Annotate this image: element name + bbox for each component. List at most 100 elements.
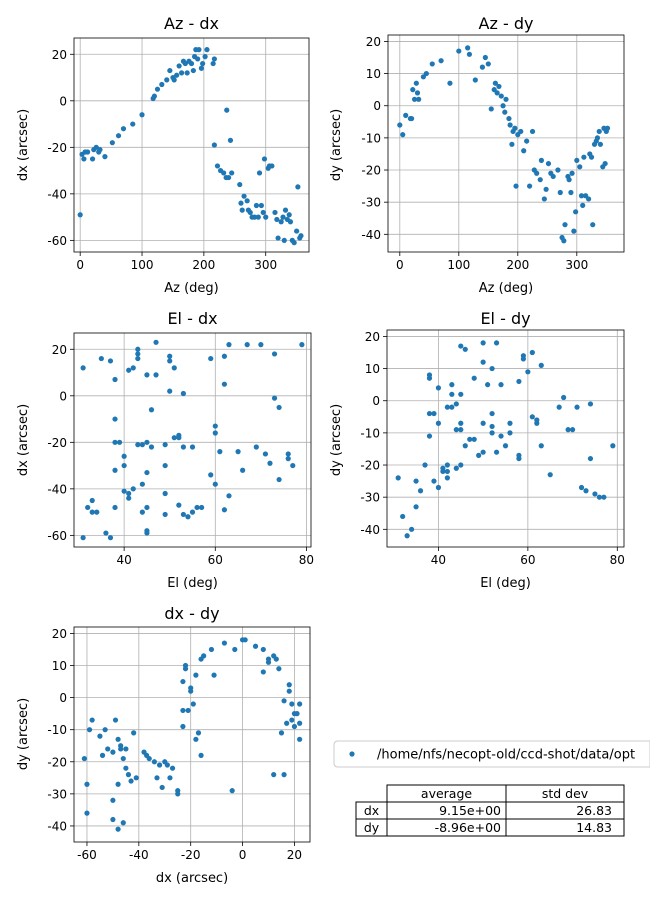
dx-dy-data-point <box>110 749 116 755</box>
stats-row-dy-stddev-cell <box>505 818 625 837</box>
az-dx-data-point <box>211 56 217 62</box>
el-dx-data-point <box>148 407 155 413</box>
el-dy-data-point <box>525 369 531 375</box>
dx-dy-data-point <box>297 720 303 726</box>
az-dx-data-point <box>85 149 91 155</box>
dx-dy-data-point <box>115 736 121 742</box>
az-dy-data-point <box>577 164 583 170</box>
el-dx-data-point <box>162 442 168 448</box>
el-dy-data-point <box>467 436 473 442</box>
az-dy-data-point <box>502 109 508 115</box>
dx-dy-data-point <box>86 727 93 733</box>
dx-dy-data-point <box>185 707 191 714</box>
az-dx-data-point <box>130 121 136 127</box>
el-dy-data-point <box>458 462 464 468</box>
dx-dy-data-point <box>208 646 215 653</box>
az-dx-data-point <box>93 144 99 150</box>
az-dy-data-point <box>538 157 545 163</box>
el-dy-data-point <box>444 468 450 475</box>
az-dx-data-point <box>120 126 127 132</box>
az-dy-ytick-label: -40 <box>361 228 381 242</box>
el-dy-data-point <box>569 427 576 433</box>
dx-dy-data-point <box>128 778 134 784</box>
el-dx-data-point <box>208 355 214 362</box>
el-dy-data-point <box>458 343 464 349</box>
el-dy-data-point <box>592 491 598 497</box>
legend-box <box>333 740 650 768</box>
el-dy-data-point <box>404 533 410 539</box>
el-dy-data-point <box>556 404 562 410</box>
el-dy-ytick-label: -10 <box>360 426 380 440</box>
el-dy-xtick-label: 40 <box>431 553 446 567</box>
el-dx-data-point <box>107 535 114 541</box>
el-dx-data-point <box>153 372 159 378</box>
el-dx-data-point <box>194 504 200 511</box>
az-dx-data-point <box>226 174 232 181</box>
el-dy-data-point <box>462 443 468 449</box>
el-dx-data-point <box>212 481 218 487</box>
el-dx-data-point <box>189 509 196 515</box>
el-dy-data-point <box>480 340 486 346</box>
el-dy-data-point <box>444 475 450 481</box>
az-dx-data-point <box>227 137 234 143</box>
dx-dy-data-point <box>146 755 152 762</box>
az-dx-data-point <box>171 77 177 83</box>
az-dy-data-point <box>527 183 533 189</box>
az-dy-data-point <box>568 189 574 196</box>
el-dx-data-point <box>253 444 259 450</box>
dx-dy-xtick-label: 20 <box>287 848 302 862</box>
az-dx-xlabel: Az (deg) <box>164 281 219 296</box>
el-dx-data-point <box>199 504 205 511</box>
el-dy-data-point <box>453 401 459 407</box>
az-dy-data-point <box>545 160 552 167</box>
el-dy-ytick-label: 10 <box>365 362 380 376</box>
el-dx-data-point <box>176 435 182 441</box>
az-dy-xlabel: Az (deg) <box>479 281 534 296</box>
dx-dy-ytick-label: -40 <box>47 819 67 833</box>
dx-dy-data-point <box>84 781 90 787</box>
az-dx-data-point <box>224 107 230 113</box>
az-dy-ticks: 0 100 200 300 -40 -30 -20 -10 0 10 20 <box>361 35 588 272</box>
az-dx-data-point <box>139 112 145 118</box>
el-dx-data-point <box>171 365 177 371</box>
az-dy-data-point <box>562 222 568 228</box>
el-dx-data-point <box>267 460 273 466</box>
el-dx-data-point <box>208 472 214 478</box>
el-dy-data-point <box>449 382 455 388</box>
el-dx-data-point <box>285 456 291 462</box>
az-dx-data-point <box>167 67 173 74</box>
dx-dy-data-point <box>180 723 186 730</box>
el-dy-plot: 40 60 80 -40 -30 -20 -10 0 10 20 El - dy El (deg)… <box>329 309 625 591</box>
az-dx-data-point <box>159 81 165 88</box>
dx-dy-data-point <box>133 775 139 781</box>
el-dy-data-point <box>435 420 442 426</box>
az-dy-data-point <box>472 77 478 83</box>
dx-dy-data-point <box>273 656 279 662</box>
az-dx-data-point <box>244 198 250 204</box>
dx-dy-xtick-label: 0 <box>239 848 247 862</box>
az-dy-data-point <box>429 61 435 67</box>
dx-dy-data-point <box>232 646 238 653</box>
el-dx-data-point <box>221 381 228 387</box>
dx-dy-data-point <box>221 640 228 646</box>
el-dy-data-point <box>480 449 486 455</box>
el-dy-data-point <box>462 346 468 352</box>
el-dy-title: El - dy <box>480 309 530 328</box>
az-dy-data-point <box>413 80 419 86</box>
el-dy-data-point <box>458 391 464 397</box>
az-dy-data-point <box>580 202 586 208</box>
stats-row-dy-stddev: 14.83 <box>576 820 612 835</box>
el-dx-data-point <box>89 509 95 515</box>
dx-dy-data-point <box>105 746 111 752</box>
el-dx-data-point <box>221 353 228 359</box>
az-dy-data-point <box>550 173 556 180</box>
az-dy-data-point <box>438 58 444 64</box>
el-dy-points <box>395 340 616 539</box>
az-dy-data-point <box>447 80 453 86</box>
el-dy-data-point <box>480 420 486 426</box>
el-dx-data-point <box>144 439 150 445</box>
el-dx-ytick-label: 20 <box>52 343 67 357</box>
az-dx-data-point <box>200 60 206 67</box>
az-dx-data-point <box>278 219 284 225</box>
